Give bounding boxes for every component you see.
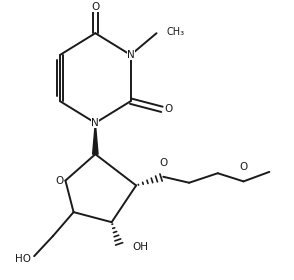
- Text: N: N: [91, 118, 99, 128]
- Text: O: O: [55, 176, 64, 186]
- Text: O: O: [165, 104, 173, 114]
- Text: N: N: [127, 50, 135, 60]
- Text: HO: HO: [16, 254, 31, 264]
- Text: O: O: [159, 158, 168, 168]
- Text: OH: OH: [132, 242, 148, 252]
- Text: CH₃: CH₃: [166, 27, 184, 37]
- Polygon shape: [93, 123, 98, 154]
- Text: O: O: [91, 2, 99, 12]
- Text: O: O: [239, 162, 248, 172]
